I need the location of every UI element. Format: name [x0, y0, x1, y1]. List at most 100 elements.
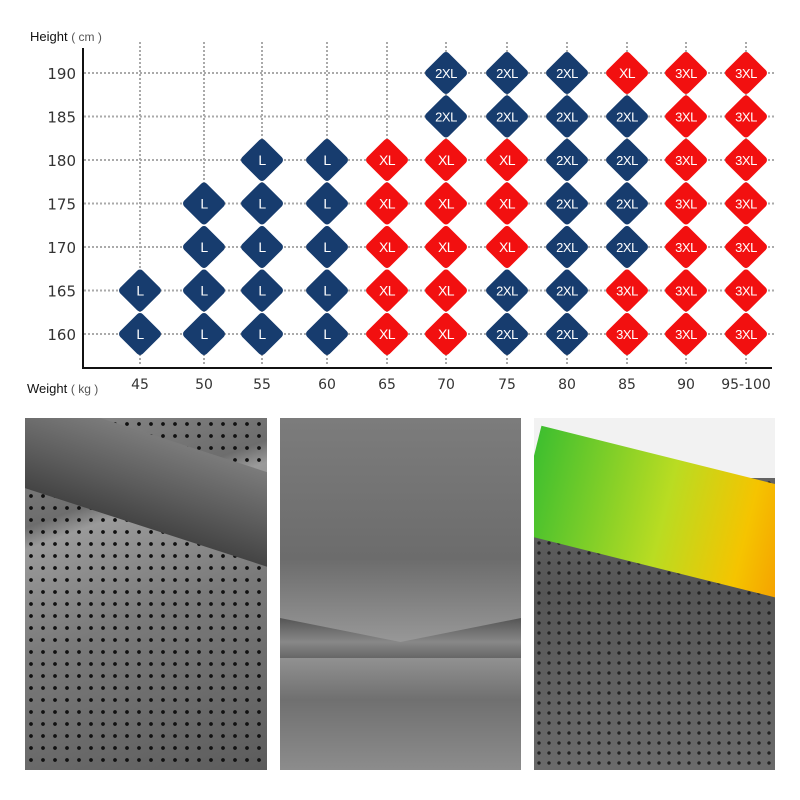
size-marker [486, 95, 528, 138]
size-marker [725, 313, 767, 355]
size-marker [425, 313, 467, 355]
x-tick-label: 45 [131, 377, 149, 393]
size-label: 2XL [556, 66, 578, 81]
size-label: 3XL [735, 66, 757, 81]
size-marker [606, 52, 648, 94]
size-label: XL [499, 196, 516, 212]
size-marker [665, 52, 707, 94]
size-label: 3XL [675, 197, 697, 212]
size-label: 3XL [735, 110, 757, 125]
size-label: XL [379, 283, 396, 299]
size-marker [606, 139, 648, 181]
size-marker [183, 269, 225, 312]
size-marker [486, 52, 528, 94]
size-label: L [323, 196, 331, 212]
size-marker [546, 269, 588, 312]
fabric-seam-photo [280, 418, 521, 770]
y-tick-label: 160 [47, 326, 76, 344]
size-marker [486, 139, 528, 181]
size-marker [183, 313, 225, 355]
size-label: XL [499, 239, 516, 255]
size-label: 2XL [616, 110, 638, 125]
y-axis-unit: ( cm ) [71, 30, 102, 44]
size-label: 2XL [556, 197, 578, 212]
size-label: L [323, 326, 331, 342]
size-label: 2XL [496, 327, 518, 342]
size-marker [725, 226, 767, 268]
size-marker [606, 269, 648, 312]
size-label: 2XL [616, 197, 638, 212]
x-axis-label: Weight [27, 381, 68, 396]
size-label: XL [379, 326, 396, 342]
size-chart: 190 185 180 175 170 165 160 45 50 55 60 65 70 75 80 85 9… [47, 42, 775, 393]
size-marker [306, 182, 348, 225]
y-tick-label: 175 [47, 196, 76, 214]
size-marker [546, 95, 588, 138]
size-label: 3XL [735, 153, 757, 168]
size-marker [665, 139, 707, 181]
size-label: 3XL [735, 284, 757, 299]
size-marker [486, 313, 528, 355]
size-marker [606, 313, 648, 355]
size-label: 3XL [675, 240, 697, 255]
size-label: 3XL [616, 284, 638, 299]
size-marker [546, 139, 588, 181]
size-marker [725, 269, 767, 312]
size-marker [425, 226, 467, 268]
size-marker [665, 95, 707, 138]
size-label: 2XL [556, 284, 578, 299]
size-label: XL [438, 239, 455, 255]
size-label: L [258, 326, 266, 342]
x-tick-label: 60 [318, 377, 336, 393]
size-label: 2XL [616, 153, 638, 168]
x-tick-label: 95-100 [721, 377, 771, 393]
size-marker [119, 313, 161, 355]
size-marker [425, 52, 467, 94]
y-tick-label: 180 [47, 152, 76, 170]
size-marker [665, 182, 707, 225]
size-label: XL [438, 152, 455, 168]
size-label: 3XL [675, 284, 697, 299]
size-marker [241, 226, 283, 268]
size-label: 2XL [435, 66, 457, 81]
size-label: XL [379, 152, 396, 168]
size-label: L [200, 283, 208, 299]
x-axis-title: Weight ( kg ) [27, 381, 98, 396]
size-marker [183, 226, 225, 268]
size-marker [366, 182, 408, 225]
size-label: L [258, 196, 266, 212]
y-axis-title: Height ( cm ) [30, 29, 102, 44]
x-tick-label: 85 [618, 377, 636, 393]
size-marker [546, 52, 588, 94]
x-tick-label: 90 [677, 377, 695, 393]
size-marker [606, 95, 648, 138]
size-marker [606, 182, 648, 225]
y-tick-label: 165 [47, 283, 76, 301]
size-label: 2XL [556, 153, 578, 168]
size-label: 3XL [675, 110, 697, 125]
size-marker [425, 95, 467, 138]
x-tick-label: 55 [253, 377, 271, 393]
size-marker [486, 182, 528, 225]
size-marker [366, 269, 408, 312]
size-marker [725, 52, 767, 94]
size-label: 3XL [675, 153, 697, 168]
size-marker [306, 269, 348, 312]
size-marker [241, 182, 283, 225]
size-marker [665, 226, 707, 268]
size-label: L [200, 326, 208, 342]
size-label: 2XL [556, 240, 578, 255]
size-label: 2XL [556, 327, 578, 342]
size-marker [725, 182, 767, 225]
size-marker [425, 182, 467, 225]
size-label: 3XL [735, 240, 757, 255]
size-label: 2XL [435, 110, 457, 125]
size-label: L [258, 283, 266, 299]
x-tick-label: 70 [437, 377, 455, 393]
x-axis-unit: ( kg ) [70, 382, 99, 396]
y-tick-label: 185 [47, 109, 76, 127]
size-marker [725, 95, 767, 138]
size-label: 3XL [616, 327, 638, 342]
size-label: XL [438, 326, 455, 342]
size-label: L [136, 283, 144, 299]
